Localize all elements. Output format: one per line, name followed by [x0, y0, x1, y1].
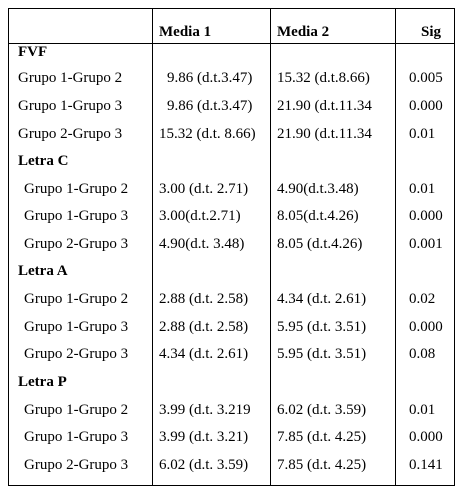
- row-media-1: 15.32 (d.t. 8.66): [159, 126, 256, 142]
- section-title-letra-c: Letra C: [18, 153, 69, 169]
- row-group: Grupo 2-Grupo 3: [24, 236, 129, 252]
- column-divider: [270, 9, 271, 485]
- row-group: Grupo 1-Grupo 2: [24, 181, 129, 197]
- row-media-2: 15.32 (d.t.8.66): [277, 70, 370, 86]
- row-sig: 0.005: [409, 70, 443, 86]
- comparison-table: Media 1 Media 2 Sig FVF Grupo 1-Grupo 2 …: [8, 8, 455, 486]
- row-media-2: 21.90 (d.t.11.34: [277, 98, 372, 114]
- row-sig: 0.01: [409, 402, 436, 418]
- row-media-2: 7.85 (d.t. 4.25): [277, 457, 367, 473]
- row-media-2: 6.02 (d.t. 3.59): [277, 402, 367, 418]
- row-media-1: 2.88 (d.t. 2.58): [159, 291, 249, 307]
- row-media-2: 4.34 (d.t. 2.61): [277, 291, 367, 307]
- row-sig: 0.001: [409, 236, 443, 252]
- row-media-2: 8.05 (d.t.4.26): [277, 236, 363, 252]
- row-media-2: 8.05(d.t.4.26): [277, 208, 359, 224]
- row-sig: 0.000: [409, 429, 443, 445]
- row-media-1: 3.00 (d.t. 2.71): [159, 181, 249, 197]
- row-media-1: 3.99 (d.t. 3.21): [159, 429, 249, 445]
- section-title-letra-a: Letra A: [18, 263, 68, 279]
- column-divider: [395, 9, 396, 485]
- row-media-1: 3.00(d.t.2.71): [159, 208, 241, 224]
- row-sig: 0.02: [409, 291, 436, 307]
- row-media-1: 6.02 (d.t. 3.59): [159, 457, 249, 473]
- row-sig: 0.01: [409, 126, 436, 142]
- section-title-fvf: FVF: [18, 44, 48, 60]
- row-sig: 0.000: [409, 98, 443, 114]
- row-group: Grupo 1-Grupo 3: [24, 429, 129, 445]
- row-group: Grupo 1-Grupo 2: [24, 402, 129, 418]
- row-media-1: 9.86 (d.t.3.47): [167, 98, 253, 114]
- row-media-1: 2.88 (d.t. 2.58): [159, 319, 249, 335]
- row-media-2: 21.90 (d.t.11.34: [277, 126, 372, 142]
- row-sig: 0.141: [409, 457, 443, 473]
- row-media-2: 7.85 (d.t. 4.25): [277, 429, 367, 445]
- row-media-1: 3.99 (d.t. 3.219: [159, 402, 251, 418]
- column-divider: [152, 9, 153, 485]
- row-media-2: 4.90(d.t.3.48): [277, 181, 359, 197]
- row-group: Grupo 1-Grupo 2: [18, 70, 123, 86]
- row-group: Grupo 1-Grupo 3: [18, 98, 123, 114]
- row-group: Grupo 1-Grupo 3: [24, 208, 129, 224]
- header-media-1: Media 1: [159, 24, 212, 40]
- row-group: Grupo 2-Grupo 3: [24, 346, 129, 362]
- row-group: Grupo 1-Grupo 3: [24, 319, 129, 335]
- row-media-2: 5.95 (d.t. 3.51): [277, 346, 367, 362]
- header-media-2: Media 2: [277, 24, 330, 40]
- row-group: Grupo 2-Grupo 3: [24, 457, 129, 473]
- row-sig: 0.000: [409, 208, 443, 224]
- row-group: Grupo 2-Grupo 3: [18, 126, 123, 142]
- row-group: Grupo 1-Grupo 2: [24, 291, 129, 307]
- row-media-2: 5.95 (d.t. 3.51): [277, 319, 367, 335]
- row-sig: 0.01: [409, 181, 436, 197]
- header-divider: [9, 43, 454, 44]
- section-title-letra-p: Letra P: [18, 374, 67, 390]
- row-media-1: 9.86 (d.t.3.47): [167, 70, 253, 86]
- row-sig: 0.08: [409, 346, 436, 362]
- header-sig: Sig: [421, 24, 442, 40]
- row-media-1: 4.34 (d.t. 2.61): [159, 346, 249, 362]
- row-media-1: 4.90(d.t. 3.48): [159, 236, 245, 252]
- row-sig: 0.000: [409, 319, 443, 335]
